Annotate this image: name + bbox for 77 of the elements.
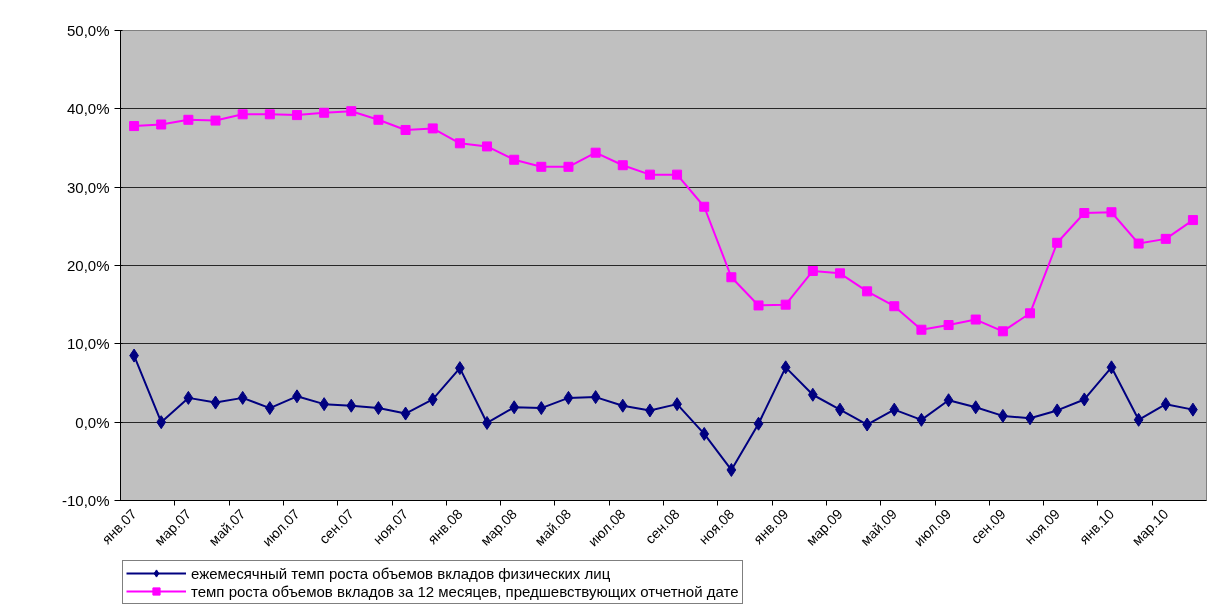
y-tick-label: 30,0%: [66, 178, 110, 196]
point: [400, 406, 411, 421]
point: [753, 416, 764, 431]
point: [1133, 412, 1144, 427]
point: [590, 390, 601, 405]
point: [454, 138, 465, 149]
point: [1106, 360, 1117, 375]
point: [373, 114, 384, 125]
point: [509, 154, 520, 165]
y-tick-label: 10,0%: [66, 335, 110, 353]
point: [346, 106, 357, 117]
point: [1025, 308, 1036, 319]
point: [590, 147, 601, 158]
point: [780, 299, 791, 310]
point: [563, 390, 574, 405]
point: [563, 161, 574, 172]
point: [346, 398, 357, 413]
point: [943, 320, 954, 331]
point: [509, 400, 520, 415]
point: [889, 301, 900, 312]
point: [291, 110, 302, 121]
point: [237, 109, 248, 120]
point: [400, 124, 411, 135]
y-tick-label: 20,0%: [66, 257, 110, 274]
point: [672, 169, 683, 180]
point: [183, 390, 194, 405]
point: [1079, 208, 1090, 219]
point: [319, 107, 330, 118]
point: [264, 401, 275, 416]
point: [889, 402, 900, 417]
point: [780, 360, 791, 375]
point: [183, 114, 194, 125]
point: [1133, 238, 1144, 249]
point: [129, 121, 140, 132]
legend-label: темп роста объемов вкладов за 12 месяцев, предшевствующих отчетной дате: [191, 582, 739, 600]
point: [699, 426, 710, 441]
y-tick-label: 40,0%: [66, 100, 110, 118]
point: [536, 401, 547, 416]
y-tick-label: 50,0%: [66, 22, 110, 39]
point: [726, 272, 737, 283]
point: [427, 123, 438, 134]
point: [943, 393, 954, 408]
point: [1052, 237, 1063, 248]
y-tick-label: 0,0%: [75, 413, 110, 431]
point: [862, 286, 873, 297]
point: [970, 400, 981, 415]
point: [264, 109, 275, 120]
point: [726, 462, 737, 477]
point: [1079, 392, 1090, 407]
point: [916, 412, 927, 427]
point: [210, 395, 221, 410]
point: [834, 268, 845, 279]
point: [997, 326, 1008, 337]
point: [644, 169, 655, 180]
point: [699, 201, 710, 212]
point: [617, 398, 628, 413]
point: [807, 387, 818, 402]
legend-label: ежемесячный темп роста объемов вкладов физических лиц: [191, 564, 611, 582]
point: [1052, 403, 1063, 418]
point: [1160, 233, 1171, 244]
point: [156, 415, 167, 430]
point: [916, 324, 927, 335]
point: [536, 161, 547, 172]
point: [373, 401, 384, 416]
y-tick-label: -10,0%: [61, 492, 110, 509]
point: [427, 392, 438, 407]
point: [1106, 207, 1117, 218]
point: [482, 141, 493, 152]
point: [970, 314, 981, 325]
point: [807, 265, 818, 276]
point: [1160, 397, 1171, 412]
point: [156, 119, 167, 130]
point: [617, 160, 628, 171]
point: [1187, 215, 1198, 226]
point: [237, 390, 248, 405]
point: [210, 115, 221, 126]
point: [753, 300, 764, 311]
